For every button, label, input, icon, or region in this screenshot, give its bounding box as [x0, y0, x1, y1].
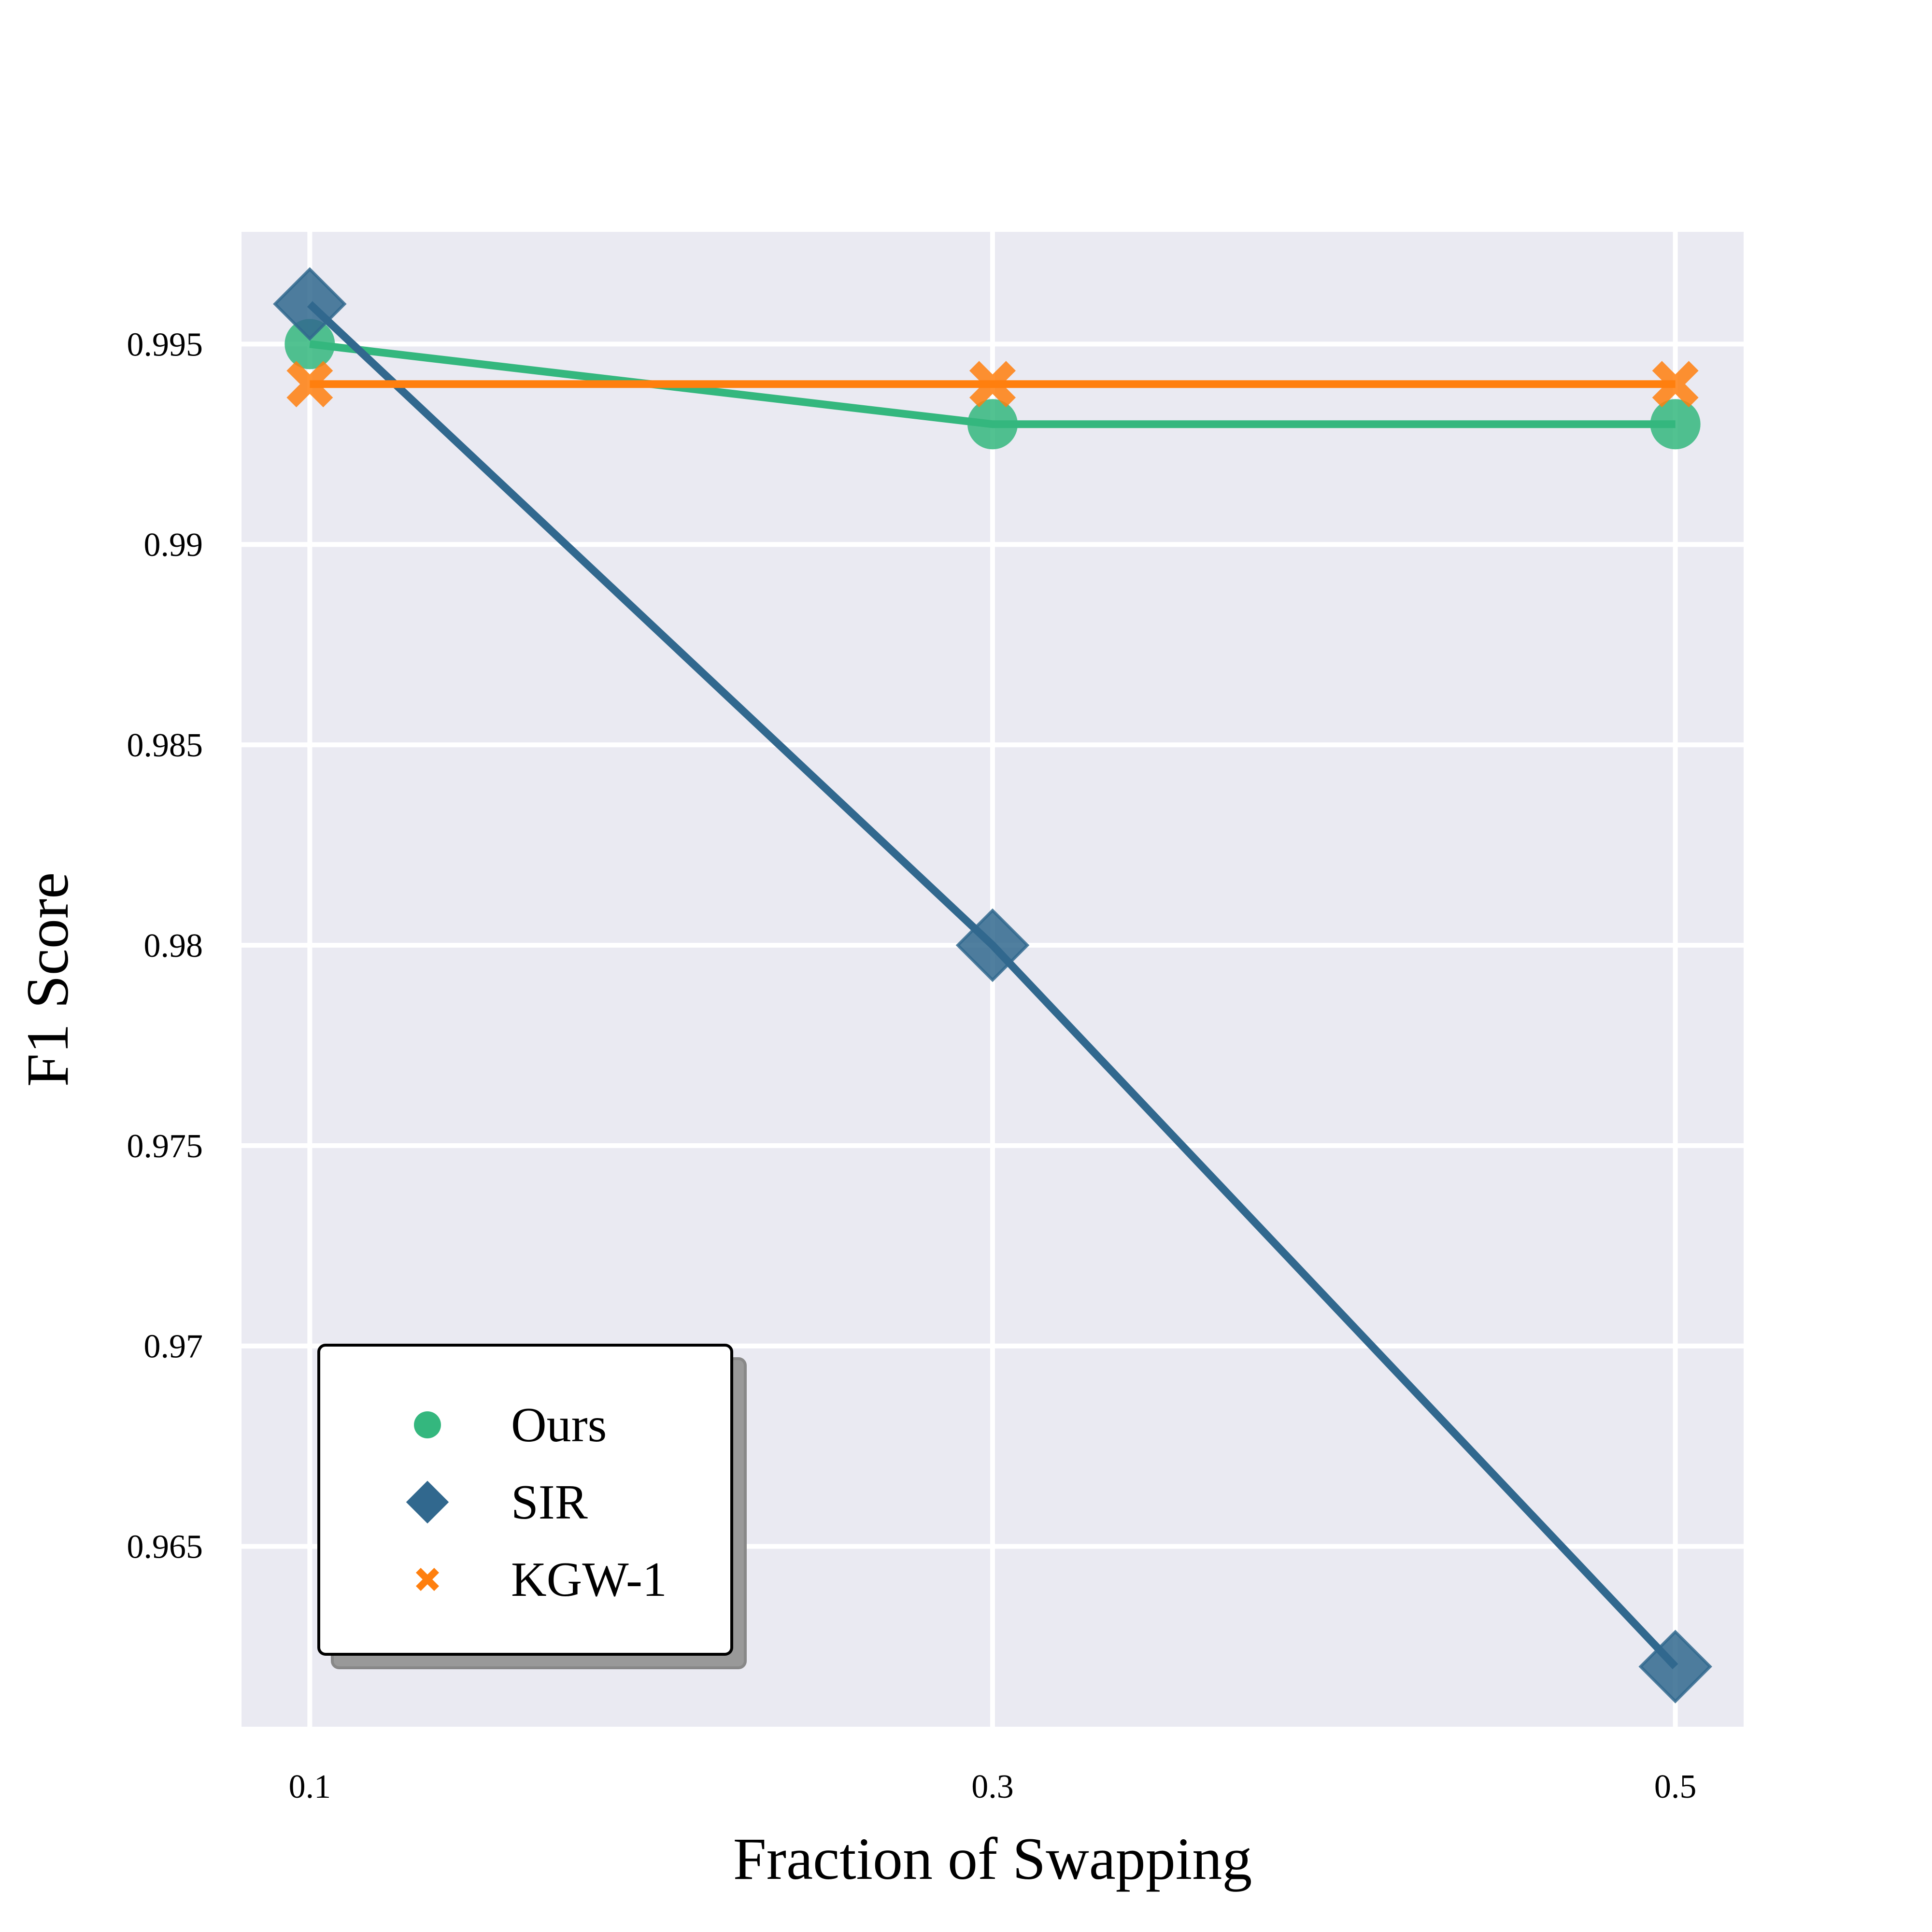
- y-tick-label: 0.965: [127, 1529, 203, 1566]
- y-tick-label: 0.995: [127, 326, 203, 363]
- data-series: [273, 267, 1712, 1704]
- legend-marker-ours: [414, 1411, 441, 1438]
- x-tick-label: 0.5: [1654, 1768, 1697, 1805]
- series-line-ours: [309, 340, 1676, 428]
- y-tick-label: 0.97: [144, 1328, 203, 1365]
- series-line-sir: [307, 301, 1678, 1670]
- legend: Ours SIR KGW-1: [317, 1344, 747, 1669]
- x-tick-label: 0.3: [971, 1768, 1014, 1805]
- legend-marker-kgw-1: [416, 1568, 439, 1591]
- y-tick-label: 0.975: [127, 1128, 203, 1165]
- x-tick-label: 0.1: [289, 1768, 331, 1805]
- x-axis-title: Fraction of Swapping: [733, 1826, 1252, 1892]
- legend-label-ours: Ours: [511, 1398, 607, 1452]
- gridlines: [242, 232, 1744, 1727]
- legend-label-kgw-1: KGW-1: [511, 1552, 667, 1607]
- y-axis-title: F1 Score: [14, 872, 81, 1087]
- legend-marker-sir: [406, 1480, 449, 1524]
- legend-label-sir: SIR: [511, 1475, 588, 1530]
- y-tick-label: 0.99: [144, 526, 203, 564]
- y-tick-label: 0.98: [144, 927, 203, 965]
- tick-labels: 0.965 0.97 0.975 0.98 0.985 0.99 0.995 0.1 0.3 0.…: [127, 326, 1697, 1805]
- y-tick-label: 0.985: [127, 727, 203, 764]
